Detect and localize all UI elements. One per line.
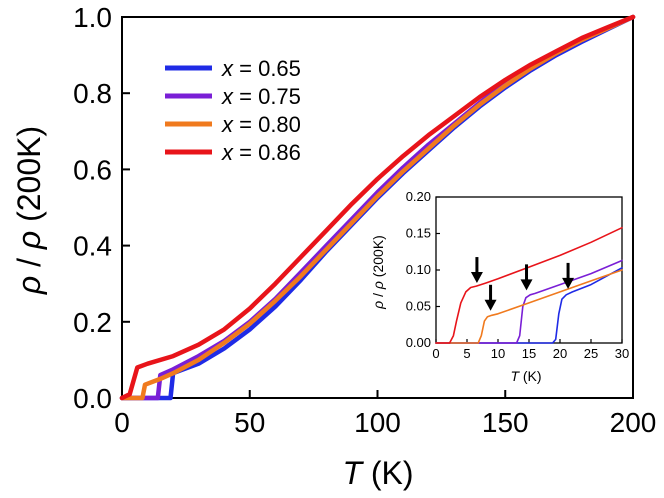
transition-arrow bbox=[484, 284, 497, 311]
inset-axis-ticks: 0 5 10 15 20 25 30 0.00 0.05 0.10 0.15 0.20 bbox=[406, 189, 630, 361]
inset-series-lines bbox=[435, 226, 623, 344]
legend-entry: x = 0.86 bbox=[165, 140, 301, 165]
inset-plot-frame bbox=[435, 196, 623, 344]
legend-label: x = 0.75 bbox=[221, 84, 301, 109]
legend-label: x = 0.80 bbox=[221, 112, 301, 137]
transition-arrow bbox=[562, 262, 575, 289]
series-line bbox=[435, 259, 623, 344]
x-tick-label: 10 bbox=[491, 346, 505, 361]
y-tick-label: 0.20 bbox=[406, 189, 431, 204]
legend-entry: x = 0.75 bbox=[165, 84, 301, 109]
x-tick-label: 5 bbox=[463, 346, 470, 361]
inset-x-axis-label: T (K) bbox=[510, 368, 541, 384]
legend: x = 0.65 x = 0.75 x = 0.80 x = 0.86 bbox=[165, 56, 301, 165]
legend-entry: x = 0.80 bbox=[165, 112, 301, 137]
y-tick-label: 0.10 bbox=[406, 262, 431, 277]
x-tick-label: 25 bbox=[584, 346, 598, 361]
main-y-axis-label: ρ / ρ (200K) bbox=[11, 126, 47, 295]
x-tick-label: 200 bbox=[610, 407, 657, 438]
y-tick-label: 0.15 bbox=[406, 226, 431, 241]
x-tick-label: 15 bbox=[522, 346, 536, 361]
series-line bbox=[435, 267, 623, 344]
legend-entry: x = 0.65 bbox=[165, 56, 301, 81]
x-tick-label: 100 bbox=[354, 407, 401, 438]
legend-label: x = 0.86 bbox=[221, 140, 301, 165]
x-tick-label: 20 bbox=[553, 346, 567, 361]
y-tick-label: 0.00 bbox=[406, 335, 431, 350]
y-tick-label: 0.6 bbox=[73, 154, 112, 185]
y-tick-label: 0.8 bbox=[73, 78, 112, 109]
inset-y-axis-label: ρ / ρ (200K) bbox=[370, 235, 386, 310]
series-line bbox=[119, 14, 636, 401]
legend-label: x = 0.65 bbox=[221, 56, 301, 81]
y-tick-label: 0.2 bbox=[73, 307, 112, 338]
x-tick-label: 150 bbox=[482, 407, 529, 438]
main-x-axis-label: T (K) bbox=[342, 455, 413, 491]
x-tick-label: 0 bbox=[114, 407, 130, 438]
y-tick-label: 1.0 bbox=[73, 2, 112, 33]
x-tick-label: 30 bbox=[615, 346, 629, 361]
main-series-lines bbox=[119, 14, 636, 401]
series-line bbox=[435, 226, 623, 344]
series-line bbox=[119, 14, 636, 401]
y-tick-label: 0.4 bbox=[73, 231, 112, 262]
y-tick-label: 0.0 bbox=[73, 383, 112, 414]
x-tick-label: 50 bbox=[234, 407, 265, 438]
series-line bbox=[435, 269, 623, 344]
transition-arrow bbox=[470, 257, 483, 284]
y-tick-label: 0.05 bbox=[406, 299, 431, 314]
x-tick-label: 0 bbox=[432, 346, 439, 361]
inset-transition-arrows bbox=[470, 257, 575, 311]
transition-arrow bbox=[520, 264, 533, 291]
